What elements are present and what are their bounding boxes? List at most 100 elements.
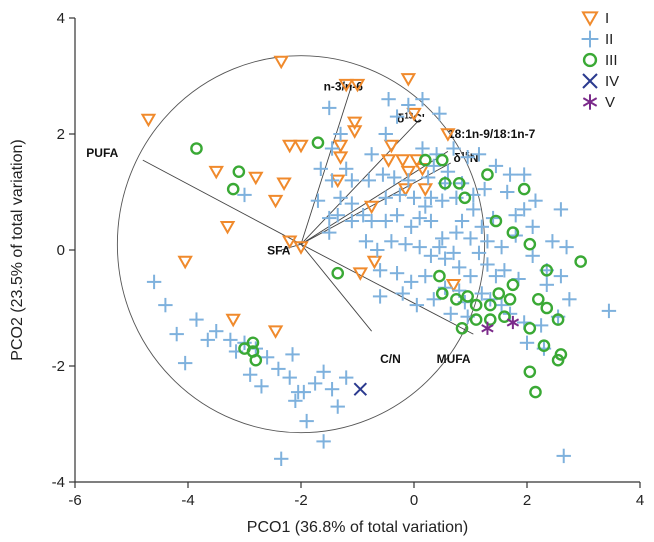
vector-label: C/N — [380, 352, 401, 366]
data-point — [372, 263, 388, 278]
data-point — [375, 167, 391, 182]
data-point — [281, 235, 298, 250]
data-point — [322, 100, 337, 116]
data-point — [562, 292, 577, 307]
data-point — [488, 268, 504, 284]
data-point — [539, 277, 554, 292]
data-point — [322, 225, 337, 240]
data-point — [274, 451, 289, 466]
data-point — [506, 315, 520, 330]
data-point — [189, 312, 204, 327]
data-point — [418, 153, 432, 167]
series-ii — [146, 92, 617, 466]
legend-marker — [582, 73, 598, 89]
data-point — [389, 266, 405, 281]
legend-label: IV — [605, 73, 619, 90]
data-point — [332, 139, 349, 154]
vector-label: PUFA — [86, 146, 118, 160]
data-point — [415, 141, 430, 156]
data-point — [449, 225, 464, 240]
y-axis-title: PCO2 (23.5% of total variation) — [9, 139, 26, 360]
data-point — [349, 78, 366, 93]
data-point — [324, 382, 340, 397]
data-point — [551, 313, 565, 326]
y-tick-label: 2 — [57, 126, 65, 143]
data-point — [480, 257, 495, 272]
x-tick-label: -6 — [68, 492, 81, 509]
data-point — [435, 287, 449, 300]
data-point — [450, 292, 463, 306]
vector-line — [300, 243, 372, 332]
data-point — [366, 255, 383, 270]
point-layer — [140, 55, 617, 466]
data-point — [364, 213, 379, 229]
x-axis-ticks: -6 -4 -2 0 2 4 — [68, 482, 644, 509]
data-point — [601, 303, 617, 319]
legend-marker — [581, 11, 599, 27]
data-point — [389, 208, 405, 223]
x-tick-label: 0 — [410, 492, 418, 509]
data-point — [485, 210, 501, 226]
data-point — [403, 274, 419, 290]
data-point — [387, 170, 402, 185]
data-point — [415, 92, 430, 107]
data-point — [223, 332, 238, 348]
data-point — [400, 165, 417, 180]
data-point — [400, 73, 417, 87]
data-point — [443, 306, 458, 321]
data-point — [285, 347, 300, 362]
data-point — [449, 190, 464, 205]
data-point — [523, 321, 537, 335]
data-point — [529, 385, 542, 399]
data-point — [330, 399, 345, 414]
data-point — [488, 158, 504, 174]
data-point — [397, 183, 414, 197]
data-point — [426, 292, 441, 307]
data-point — [463, 268, 478, 284]
data-point — [384, 234, 399, 249]
data-point — [401, 173, 416, 188]
data-point — [474, 286, 489, 301]
vector-label: 18:1n-9/18:1n-7 — [448, 127, 536, 141]
data-point — [540, 301, 554, 315]
data-point — [474, 219, 489, 234]
data-point — [169, 326, 184, 342]
data-point — [200, 332, 215, 348]
legend-marker — [582, 94, 598, 110]
data-point — [324, 173, 340, 188]
data-point — [412, 210, 427, 226]
data-point — [293, 241, 309, 255]
data-point — [492, 287, 506, 300]
data-point — [209, 324, 224, 339]
data-point — [395, 286, 410, 301]
data-point — [267, 194, 284, 209]
data-point — [523, 365, 537, 379]
data-point — [477, 181, 492, 197]
series-iii — [190, 136, 587, 399]
data-point — [311, 136, 325, 149]
data-point — [423, 248, 439, 263]
data-point — [363, 200, 380, 215]
data-point — [412, 239, 427, 255]
data-point — [378, 126, 393, 142]
data-point — [480, 234, 495, 249]
data-point — [445, 279, 462, 293]
series-i — [140, 55, 462, 339]
data-point — [483, 298, 497, 312]
data-point — [225, 313, 241, 328]
data-point — [435, 153, 449, 167]
x-tick-label: -4 — [181, 492, 194, 509]
vector-line — [300, 151, 449, 245]
data-point — [346, 116, 363, 131]
data-point — [208, 165, 224, 180]
x-tick-label: 4 — [636, 492, 644, 509]
data-point — [190, 142, 203, 155]
data-point — [316, 364, 331, 379]
data-point — [333, 126, 348, 142]
data-point — [446, 141, 461, 156]
data-point — [276, 177, 292, 192]
data-point — [417, 183, 434, 197]
data-point — [344, 196, 360, 211]
data-point — [226, 182, 240, 196]
